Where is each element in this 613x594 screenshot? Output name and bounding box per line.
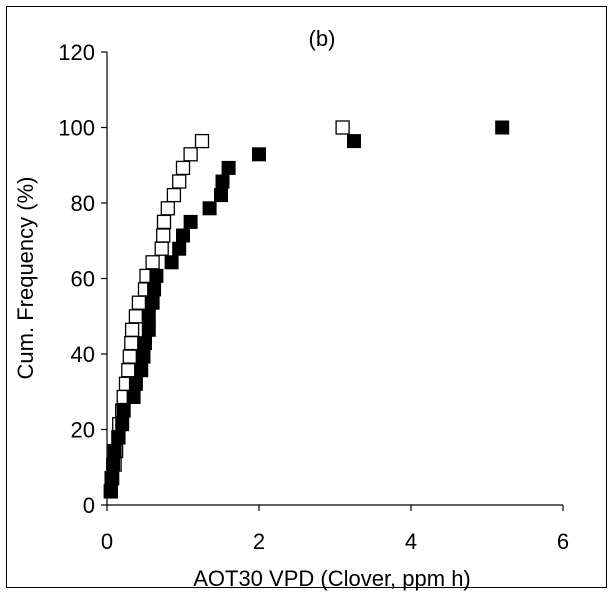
chart-frame xyxy=(6,6,607,588)
open-square-marker xyxy=(172,174,187,189)
open-square-marker xyxy=(175,160,191,176)
y-tick-label: 80 xyxy=(71,191,95,216)
y-tick-label: 20 xyxy=(71,418,95,443)
open-square-marker xyxy=(156,214,172,230)
open-square-marker xyxy=(124,335,139,351)
series-layer xyxy=(103,120,510,499)
filled-square-marker xyxy=(128,376,143,391)
open-square-marker xyxy=(131,295,147,310)
filled-square-marker xyxy=(141,322,156,337)
filled-square-marker xyxy=(147,282,162,297)
filled-square-marker xyxy=(164,255,179,270)
y-axis-title: Cum. Frequency (%) xyxy=(13,177,38,380)
series-2 xyxy=(103,120,510,499)
filled-square-marker xyxy=(141,309,156,324)
filled-square-marker xyxy=(215,174,230,189)
filled-square-marker xyxy=(149,268,164,283)
filled-square-marker xyxy=(111,430,126,445)
y-tick-label: 40 xyxy=(71,342,95,367)
filled-square-marker xyxy=(347,134,361,149)
y-tick-label: 60 xyxy=(71,267,95,292)
x-tick-label: 2 xyxy=(253,529,265,554)
x-axis-title: AOT30 VPD (Clover, ppm h) xyxy=(193,566,471,591)
open-square-marker xyxy=(156,228,171,243)
x-tick-label: 0 xyxy=(101,529,113,554)
filled-square-marker xyxy=(176,228,190,243)
filled-square-marker xyxy=(126,390,141,404)
filled-square-marker xyxy=(145,295,160,310)
open-square-marker xyxy=(160,201,175,216)
filled-square-marker xyxy=(202,201,217,216)
filled-square-marker xyxy=(221,160,236,175)
chart-title: (b) xyxy=(309,26,336,51)
filled-square-marker xyxy=(495,120,510,135)
filled-square-marker xyxy=(172,241,187,256)
filled-square-marker xyxy=(105,471,120,486)
y-tick-label: 100 xyxy=(58,116,95,141)
filled-square-marker xyxy=(116,403,131,418)
open-square-marker xyxy=(145,255,160,270)
filled-square-marker xyxy=(183,214,198,229)
filled-square-marker xyxy=(115,417,130,432)
filled-square-marker xyxy=(134,363,149,378)
open-square-marker xyxy=(124,322,140,337)
filled-square-marker xyxy=(138,336,152,351)
open-square-marker xyxy=(128,309,144,324)
open-square-marker xyxy=(166,187,182,203)
open-square-marker xyxy=(194,133,210,149)
open-square-marker xyxy=(154,241,169,256)
x-tick-label: 6 xyxy=(557,529,569,554)
filled-square-marker xyxy=(103,484,118,499)
filled-square-marker xyxy=(107,444,122,458)
open-square-marker xyxy=(335,120,350,135)
filled-square-marker xyxy=(106,457,121,472)
filled-square-marker xyxy=(136,349,151,364)
axes: 0 20 40 60 80 100 120 0 2 4 6 xyxy=(58,40,569,554)
filled-square-marker xyxy=(214,188,228,203)
open-square-marker xyxy=(183,147,198,162)
y-tick-label: 120 xyxy=(58,40,95,65)
x-tick-label: 4 xyxy=(405,529,417,554)
filled-square-marker xyxy=(252,147,266,162)
open-square-marker xyxy=(122,349,137,364)
open-square-marker xyxy=(121,363,136,378)
y-tick-label: 0 xyxy=(83,493,95,518)
